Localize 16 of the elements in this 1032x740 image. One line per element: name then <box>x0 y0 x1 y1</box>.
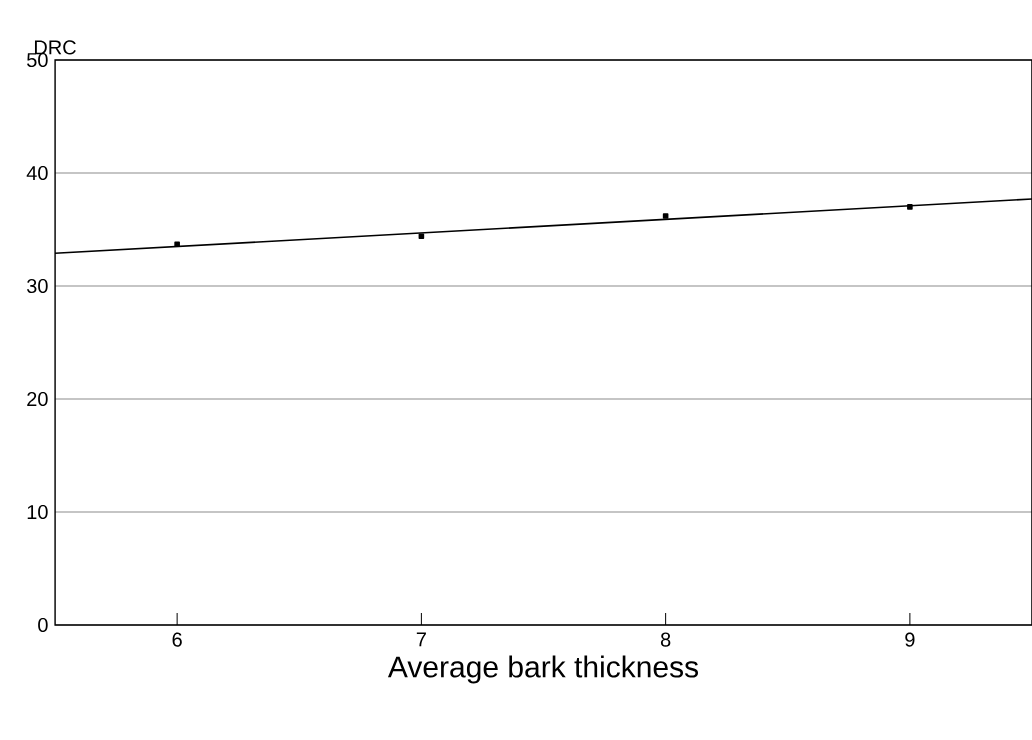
point <box>907 204 913 210</box>
y-axis-title: DRC <box>34 40 76 55</box>
y-tick-label: 10 <box>27 504 48 520</box>
y-tick-label: 30 <box>26 278 48 294</box>
x-tick-label: 8 <box>660 632 671 647</box>
point <box>662 213 669 219</box>
x-tick-label: 7 <box>416 632 426 647</box>
point <box>418 233 425 240</box>
y-tick-label: 40 <box>26 165 48 181</box>
point <box>174 241 180 247</box>
y-tick-label: 0 <box>38 617 48 633</box>
x-tick-label: 6 <box>172 632 182 647</box>
y-tick-label: 20 <box>27 391 48 407</box>
x-axis-title: Average bark thickness <box>387 655 698 684</box>
x-tick-label: 9 <box>905 632 915 647</box>
y-tick-label: 50 <box>27 52 48 68</box>
